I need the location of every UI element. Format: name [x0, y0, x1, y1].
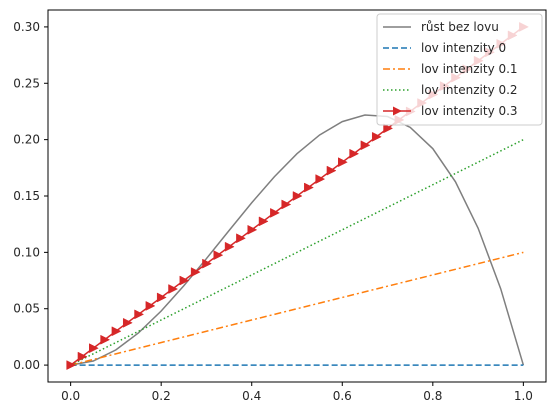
series-marker — [270, 208, 280, 218]
series-marker — [281, 199, 292, 210]
series-marker — [122, 317, 133, 328]
x-tick-label: 0.0 — [61, 389, 80, 403]
series-marker — [134, 309, 145, 320]
series-line — [70, 138, 524, 366]
series-marker — [100, 334, 111, 345]
series-marker — [360, 140, 371, 151]
series-marker — [145, 301, 156, 311]
series-marker — [292, 191, 303, 201]
series-marker — [371, 131, 382, 142]
y-tick-label: 0.05 — [13, 302, 40, 316]
series-marker — [258, 216, 269, 227]
series-marker — [168, 284, 179, 294]
y-tick-label: 0.20 — [13, 133, 40, 147]
series-marker — [304, 182, 314, 193]
y-tick-label: 0.30 — [13, 20, 40, 34]
series-2 — [70, 251, 524, 366]
series-marker — [111, 326, 122, 337]
legend-item: lov intenzity 0 — [383, 41, 506, 55]
series-marker — [326, 165, 337, 176]
series-marker — [89, 343, 99, 354]
axes: 0.0 0.2 0.4 0.6 0.8 1.0 0.00 0.05 0.10 0.15 0.20 0.… — [13, 20, 533, 403]
series-marker — [190, 267, 201, 277]
series-marker — [202, 258, 213, 269]
series-marker — [383, 123, 394, 134]
x-tick-label: 0.6 — [333, 389, 352, 403]
y-tick-label: 0.00 — [13, 358, 40, 372]
legend-label: růst bez lovu — [421, 20, 499, 34]
legend-item: lov intenzity 0.2 — [383, 83, 518, 97]
y-tick-label: 0.10 — [13, 245, 40, 259]
series-marker — [247, 224, 258, 235]
series-marker — [66, 360, 77, 370]
x-tick-label: 0.2 — [152, 389, 171, 403]
y-tick-label: 0.25 — [13, 76, 40, 90]
legend-label: lov intenzity 0.1 — [421, 62, 518, 76]
series-0 — [70, 114, 525, 366]
legend: růst bez lovu lov intenzity 0 lov intenzit… — [376, 13, 543, 126]
series-line — [70, 251, 524, 366]
legend-label: lov intenzity 0 — [421, 41, 506, 55]
series-marker — [349, 148, 360, 159]
series-3 — [70, 138, 524, 366]
series-marker — [77, 351, 88, 362]
legend-label: lov intenzity 0.2 — [421, 83, 518, 97]
legend-box — [376, 13, 543, 126]
series-marker — [236, 233, 246, 244]
series-marker — [338, 157, 348, 168]
series-marker — [179, 275, 190, 286]
series-marker — [213, 250, 224, 261]
legend-item: růst bez lovu — [383, 20, 499, 34]
series-marker — [315, 174, 326, 184]
legend-item: lov intenzity 0.1 — [383, 62, 518, 76]
x-tick-label: 0.8 — [423, 389, 442, 403]
legend-marker — [393, 106, 402, 116]
series-marker — [156, 292, 167, 303]
y-tick-label: 0.15 — [13, 189, 40, 203]
series-line — [70, 114, 525, 366]
legend-label: lov intenzity 0.3 — [421, 104, 518, 118]
legend-item: lov intenzity 0.3 — [383, 104, 518, 118]
x-tick-label: 0.4 — [242, 389, 261, 403]
series-marker — [224, 241, 235, 252]
x-tick-label: 1.0 — [514, 389, 533, 403]
